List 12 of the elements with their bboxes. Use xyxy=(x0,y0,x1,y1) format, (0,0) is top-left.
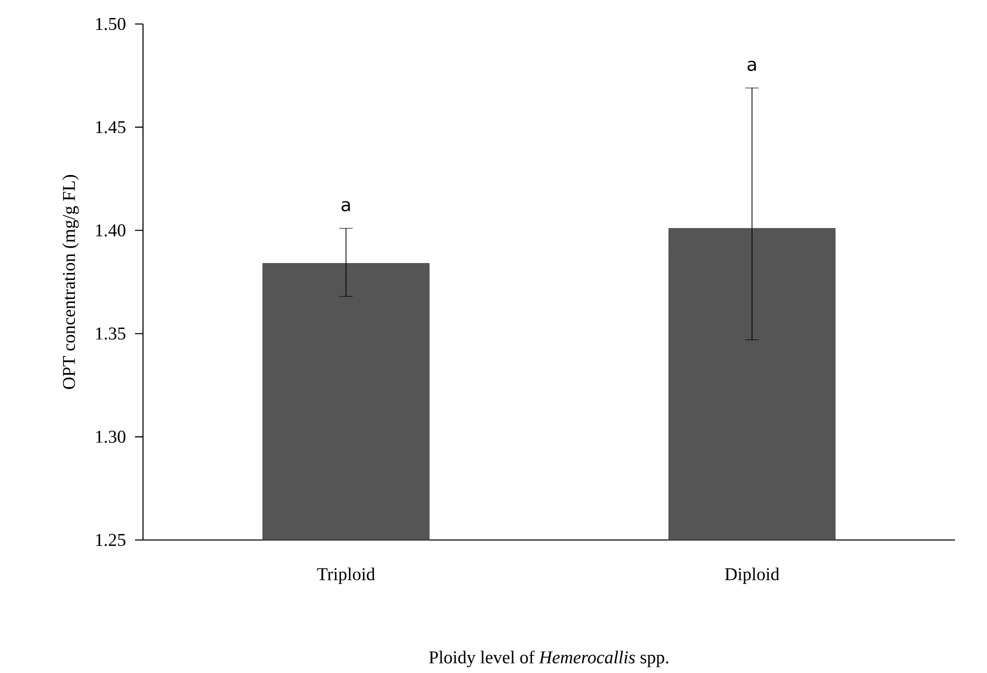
y-tick-label: 1.30 xyxy=(96,430,126,443)
y-tick-label: 1.35 xyxy=(96,327,126,340)
y-tick-label: 1.50 xyxy=(96,18,126,30)
y-tick-label: 1.40 xyxy=(96,224,126,236)
annotation: a xyxy=(748,60,756,71)
annotation: a xyxy=(342,200,350,212)
y-tick-label: 1.25 xyxy=(96,534,126,546)
y-axis-title: OPT concentration (mg/g FL) xyxy=(62,174,79,389)
y-tick-label: 1.45 xyxy=(96,121,126,134)
x-axis-title: Ploidy level of Hemerocallis spp. xyxy=(429,650,668,668)
x-tick-label: Triploid xyxy=(317,568,375,584)
x-tick-label: Diploid xyxy=(725,568,780,584)
